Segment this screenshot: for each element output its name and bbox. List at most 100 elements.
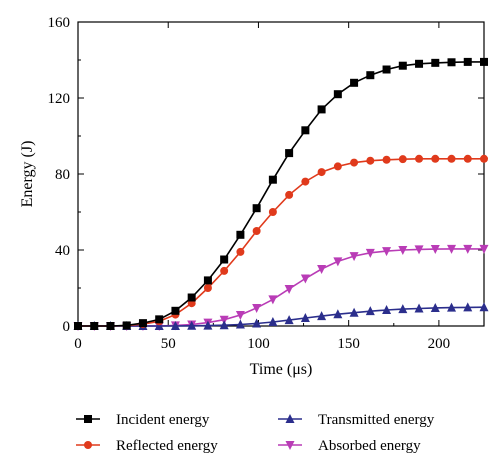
data-point-incident-energy	[220, 255, 229, 264]
data-point-incident-energy	[415, 59, 424, 68]
data-point-reflected-energy	[220, 266, 229, 275]
legend-label: Incident energy	[116, 412, 210, 428]
legend-label: Reflected energy	[116, 438, 218, 454]
data-point-transmitted-energy	[333, 309, 343, 319]
data-point-reflected-energy	[268, 208, 277, 216]
legend-item-transmitted-energy: Transmitted energy	[278, 412, 435, 428]
data-point-reflected-energy	[333, 162, 342, 171]
data-point-incident-energy	[350, 78, 359, 87]
data-point-transmitted-energy	[187, 320, 197, 330]
legend-marker	[285, 414, 295, 423]
x-tick-label: 0	[74, 336, 82, 352]
data-point-transmitted-energy	[349, 307, 359, 317]
data-point-transmitted-energy	[268, 317, 278, 327]
data-point-incident-energy	[74, 322, 82, 330]
data-point-incident-energy	[90, 322, 99, 330]
data-point-absorbed-energy	[333, 257, 343, 267]
x-tick-label: 50	[161, 336, 176, 352]
data-point-reflected-energy	[431, 154, 440, 163]
data-point-reflected-energy	[317, 168, 326, 177]
legend-marker	[84, 415, 92, 423]
data-point-incident-energy	[203, 276, 212, 285]
y-axis-title: Energy (J)	[19, 141, 36, 208]
legend-marker	[285, 441, 295, 450]
data-point-absorbed-energy	[317, 265, 327, 274]
data-point-transmitted-energy	[219, 320, 229, 330]
data-point-absorbed-energy	[219, 315, 229, 325]
y-tick-label: 80	[55, 167, 70, 183]
data-point-transmitted-energy	[382, 305, 392, 315]
data-point-incident-energy	[480, 57, 488, 66]
legend-label: Transmitted energy	[318, 412, 435, 428]
data-point-reflected-energy	[382, 155, 391, 164]
y-tick-label: 0	[63, 319, 71, 335]
data-point-incident-energy	[301, 126, 310, 135]
data-point-reflected-energy	[285, 190, 294, 199]
legend-marker	[84, 441, 92, 449]
x-tick-label: 200	[428, 336, 451, 352]
data-point-incident-energy	[252, 204, 261, 213]
data-point-incident-energy	[317, 105, 326, 114]
legend-item-incident-energy: Incident energy	[76, 412, 210, 428]
data-point-absorbed-energy	[235, 310, 245, 320]
series-absorbed-energy	[73, 244, 489, 331]
data-point-transmitted-energy	[203, 320, 213, 330]
data-point-reflected-energy	[463, 154, 472, 163]
data-point-incident-energy	[106, 322, 115, 330]
data-point-transmitted-energy	[300, 313, 310, 323]
data-point-transmitted-energy	[414, 303, 424, 313]
legend-item-absorbed-energy: Absorbed energy	[278, 438, 421, 454]
data-point-incident-energy	[171, 306, 180, 315]
data-point-reflected-energy	[398, 155, 407, 164]
data-point-absorbed-energy	[414, 245, 424, 255]
legend: Incident energy Transmitted energy Reflect…	[76, 412, 435, 454]
x-axis: 0 50 100 150 200	[74, 22, 450, 352]
data-point-transmitted-energy	[235, 319, 245, 329]
data-point-incident-energy	[333, 90, 342, 99]
plot-border	[77, 21, 485, 327]
data-point-absorbed-energy	[284, 284, 294, 294]
data-point-transmitted-energy	[252, 318, 262, 328]
data-point-transmitted-energy	[317, 311, 327, 321]
data-point-absorbed-energy	[365, 248, 375, 258]
series-incident-energy	[74, 57, 488, 330]
data-point-incident-energy	[236, 230, 245, 239]
data-point-reflected-energy	[447, 154, 456, 163]
data-point-absorbed-energy	[349, 252, 359, 262]
x-tick-label: 100	[247, 336, 270, 352]
data-point-incident-energy	[285, 149, 294, 158]
data-point-reflected-energy	[301, 177, 310, 186]
data-point-incident-energy	[431, 58, 440, 67]
data-point-reflected-energy	[480, 154, 488, 163]
data-point-incident-energy	[398, 61, 407, 70]
data-point-transmitted-energy	[447, 302, 457, 312]
data-point-incident-energy	[122, 321, 131, 330]
data-point-incident-energy	[187, 293, 196, 302]
data-point-absorbed-energy	[300, 274, 310, 284]
data-point-absorbed-energy	[382, 247, 392, 257]
data-point-reflected-energy	[252, 227, 261, 235]
data-point-absorbed-energy	[398, 246, 408, 255]
data-point-reflected-energy	[415, 154, 424, 163]
data-point-absorbed-energy	[479, 244, 489, 254]
y-tick-label: 120	[48, 91, 71, 107]
data-point-absorbed-energy	[463, 244, 473, 254]
data-point-incident-energy	[463, 57, 472, 66]
data-point-transmitted-energy	[365, 306, 375, 316]
plot-area	[77, 21, 485, 327]
x-tick-label: 150	[337, 336, 360, 352]
series-line-incident-energy	[78, 61, 484, 327]
y-tick-label: 40	[55, 243, 70, 259]
data-series	[73, 57, 489, 331]
data-point-incident-energy	[268, 175, 277, 184]
data-point-reflected-energy	[236, 247, 245, 256]
data-point-transmitted-energy	[430, 302, 440, 312]
data-point-transmitted-energy	[398, 304, 408, 314]
x-axis-title: Time (μs)	[250, 361, 313, 378]
data-point-reflected-energy	[203, 284, 212, 292]
series-line-absorbed-energy	[78, 248, 484, 327]
series-line-reflected-energy	[78, 158, 484, 327]
y-axis: 0 40 80 120 160	[48, 15, 484, 335]
data-point-incident-energy	[155, 315, 164, 324]
